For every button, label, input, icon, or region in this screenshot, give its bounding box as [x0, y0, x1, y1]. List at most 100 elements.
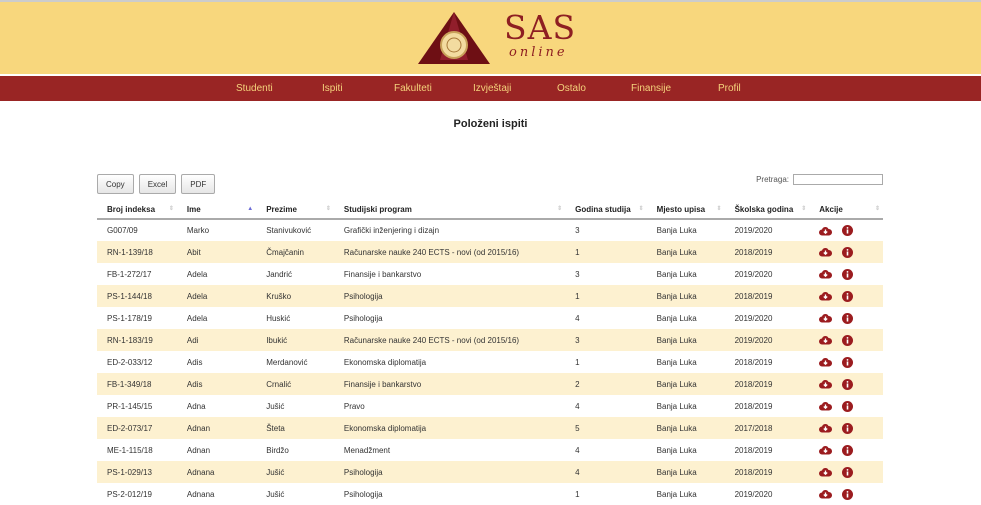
table-cell: PS-1-029/13 [97, 461, 177, 483]
actions-cell [809, 417, 883, 439]
table-cell: Adnana [176, 483, 257, 505]
actions-cell [809, 483, 883, 505]
column-header[interactable]: Mjesto upisa ⇕ [646, 200, 725, 220]
sort-asc-icon[interactable]: ▲ [247, 206, 254, 212]
nav-ostalo[interactable]: Ostalo [557, 83, 586, 94]
table-row: ED-2-073/17 Adnan Šteta Ekonomska diplomati… [97, 417, 883, 439]
cloud-download-icon[interactable] [819, 423, 833, 433]
column-header[interactable]: Broj indeksa ⇕ [97, 200, 177, 220]
cloud-download-icon[interactable] [819, 357, 833, 367]
sort-icon[interactable]: ⇕ [168, 206, 174, 212]
info-icon[interactable] [842, 246, 854, 258]
column-header[interactable]: Godina studija ⇕ [565, 200, 647, 220]
table-cell: 1 [565, 483, 647, 505]
info-icon[interactable] [842, 268, 854, 280]
pdf-button[interactable]: PDF [181, 174, 216, 194]
column-header-label: Prezime [266, 204, 297, 214]
column-header[interactable]: Studijski program ⇕ [333, 200, 566, 220]
info-icon[interactable] [842, 488, 854, 500]
info-icon[interactable] [842, 225, 854, 236]
table-cell: Jušić [256, 395, 334, 417]
table-cell: Jandrić [256, 263, 334, 285]
table-cell: 4 [565, 461, 647, 483]
actions-cell [809, 307, 883, 329]
table-cell: 4 [565, 307, 647, 329]
info-icon[interactable] [842, 422, 854, 434]
main-nav: Studenti Ispiti Fakulteti Izvještaji Ost… [0, 76, 981, 101]
cloud-download-icon[interactable] [819, 313, 833, 323]
column-header-label: Školska godina [734, 204, 794, 214]
cloud-download-icon[interactable] [819, 269, 833, 279]
table-cell: Čmajčanin [256, 241, 334, 263]
table-cell: Ekonomska diplomatija [333, 351, 566, 373]
nav-izvjestaji[interactable]: Izvještaji [473, 83, 512, 94]
table-cell: 2017/2018 [724, 417, 810, 439]
info-icon[interactable] [842, 466, 854, 478]
table-cell: 4 [565, 439, 647, 461]
table-cell: Računarske nauke 240 ECTS - novi (od 201… [333, 241, 566, 263]
info-icon[interactable] [842, 334, 854, 346]
column-header-label: Ime [186, 204, 201, 214]
search-input[interactable] [793, 174, 883, 185]
table-cell: RN-1-139/18 [97, 241, 177, 263]
cloud-download-icon[interactable] [819, 489, 833, 499]
sort-icon[interactable]: ⇕ [801, 206, 807, 212]
cloud-download-icon[interactable] [819, 401, 833, 411]
table-cell: 2018/2019 [724, 351, 810, 373]
info-icon[interactable] [842, 290, 854, 302]
nav-ispiti[interactable]: Ispiti [322, 83, 343, 94]
nav-fakulteti[interactable]: Fakulteti [394, 83, 432, 94]
info-icon[interactable] [842, 444, 854, 456]
table-cell: 2018/2019 [724, 439, 810, 461]
nav-profil[interactable]: Profil [718, 83, 741, 94]
sort-icon[interactable]: ⇕ [638, 206, 644, 212]
actions-cell [809, 439, 883, 461]
column-header-label: Godina studija [575, 204, 631, 214]
table-cell: 2019/2020 [724, 219, 810, 241]
nav-finansije[interactable]: Finansije [631, 83, 672, 94]
table-cell: Grafički inženjering i dizajn [333, 219, 566, 241]
table-cell: 3 [565, 329, 647, 351]
cloud-download-icon[interactable] [819, 291, 833, 301]
sort-icon[interactable]: ⇕ [557, 206, 563, 212]
table-cell: FB-1-272/17 [97, 263, 177, 285]
info-icon[interactable] [842, 378, 854, 390]
actions-cell [809, 351, 883, 373]
info-icon[interactable] [842, 356, 854, 368]
actions-cell [809, 285, 883, 307]
table-cell: Finansije i bankarstvo [333, 373, 566, 395]
column-header[interactable]: Školska godina ⇕ [724, 200, 810, 220]
sort-icon[interactable]: ⇕ [874, 206, 880, 212]
table-cell: Jušić [256, 483, 334, 505]
sas-logo-icon[interactable] [418, 12, 490, 64]
sort-icon[interactable]: ⇕ [325, 206, 331, 212]
cloud-download-icon[interactable] [819, 247, 833, 257]
nav-studenti[interactable]: Studenti [236, 83, 273, 94]
cloud-download-icon[interactable] [819, 379, 833, 389]
table-cell: Psihologija [333, 461, 566, 483]
table-cell: Šteta [256, 417, 334, 439]
column-header[interactable]: Ime ▲ [176, 200, 257, 220]
column-header[interactable]: Prezime ⇕ [256, 200, 334, 220]
table-cell: Finansije i bankarstvo [333, 263, 566, 285]
cloud-download-icon[interactable] [819, 335, 833, 345]
table-row: PR-1-145/15 Adna Jušić Pravo 4 Banja Luka 2018… [97, 395, 883, 417]
table-cell: Računarske nauke 240 ECTS - novi (od 201… [333, 329, 566, 351]
table-cell: 5 [565, 417, 647, 439]
cloud-download-icon[interactable] [819, 445, 833, 455]
table-cell: 2018/2019 [724, 373, 810, 395]
excel-button[interactable]: Excel [138, 174, 177, 194]
info-icon[interactable] [842, 312, 854, 324]
cloud-download-icon[interactable] [819, 226, 833, 236]
logo-title: SAS [504, 8, 577, 47]
column-header[interactable]: Akcije ⇕ [809, 200, 883, 220]
table-cell: Banja Luka [646, 483, 725, 505]
table-cell: 4 [565, 395, 647, 417]
table-cell: ME-1-115/18 [97, 439, 177, 461]
info-icon[interactable] [842, 400, 854, 412]
copy-button[interactable]: Copy [97, 174, 134, 194]
sort-icon[interactable]: ⇕ [716, 206, 722, 212]
cloud-download-icon[interactable] [819, 467, 833, 477]
table-cell: ED-2-033/12 [97, 351, 177, 373]
actions-cell [809, 329, 883, 351]
